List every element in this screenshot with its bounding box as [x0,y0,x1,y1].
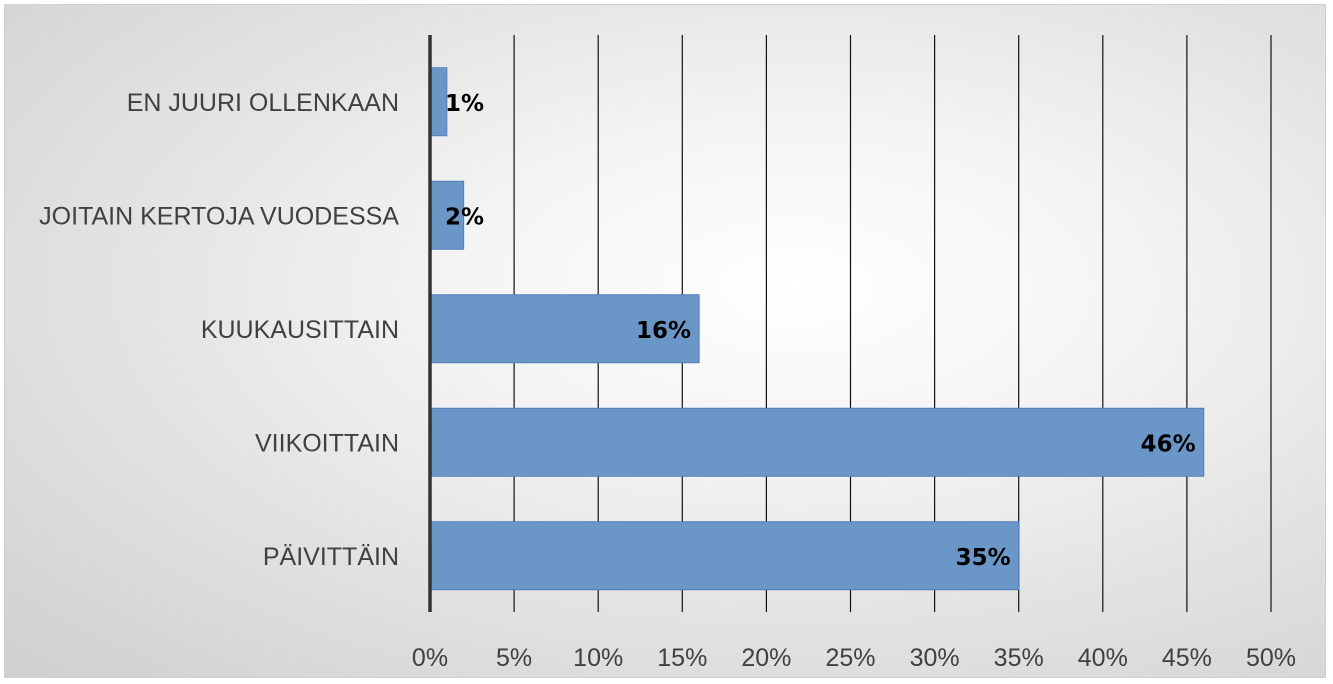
x-tick-label: 25% [825,644,875,672]
chart-area: EN JUURI OLLENKAAN JOITAIN KERTOJA VUODES… [4,4,1326,678]
x-tick-label: 0% [412,644,448,672]
category-label: VIIKOITTAIN [255,429,399,457]
data-label: 16% [636,318,691,344]
x-tick-label: 30% [910,644,960,672]
category-label: EN JUURI OLLENKAAN [127,89,399,117]
x-tick-label: 50% [1246,644,1296,672]
x-tick-label: 10% [573,644,623,672]
x-tick-label: 40% [1078,644,1128,672]
bars [429,67,1205,591]
x-tick-label: 5% [496,644,532,672]
bar [429,180,465,250]
category-label: JOITAIN KERTOJA VUODESSA [39,202,399,230]
data-labels: 1% 2% 16% 46% 35% [445,91,1196,571]
data-label: 35% [956,545,1011,571]
bar [429,521,1020,591]
category-label: PÄIVITTÄIN [263,543,399,571]
x-tick-label: 35% [994,644,1044,672]
bar [429,294,700,364]
data-label: 46% [1141,431,1196,457]
gridlines [513,35,1272,612]
x-tick-label: 15% [657,644,707,672]
x-tick-label: 20% [741,644,791,672]
category-labels: EN JUURI OLLENKAAN JOITAIN KERTOJA VUODES… [39,89,399,571]
category-label: KUUKAUSITTAIN [201,316,399,344]
bar [429,407,1205,477]
data-label: 1% [445,91,484,117]
x-tick-label: 45% [1162,644,1212,672]
bar-chart: EN JUURI OLLENKAAN JOITAIN KERTOJA VUODES… [39,35,1296,672]
data-label: 2% [445,204,484,230]
x-tick-labels: 0% 5% 10% 15% 20% 25% 30% 35% 40% 45% 50% [412,644,1296,672]
